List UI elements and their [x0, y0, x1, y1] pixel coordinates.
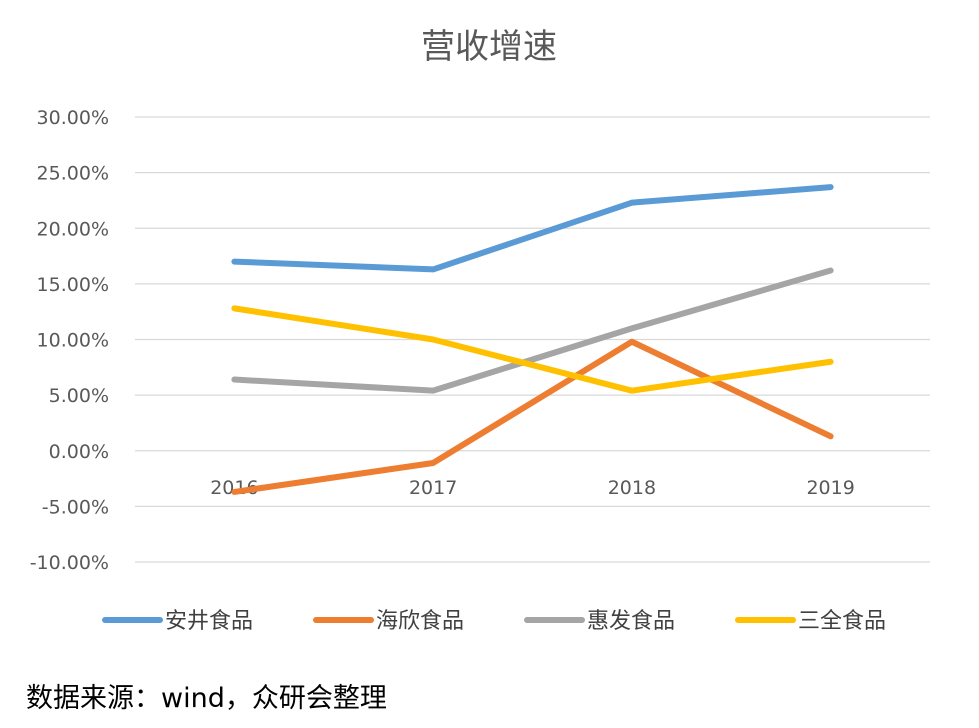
y-tick-label: 20.00%	[37, 218, 109, 240]
x-tick-label: 2018	[608, 477, 656, 499]
y-tick-label: 15.00%	[37, 274, 109, 296]
y-tick-label: 30.00%	[37, 107, 109, 129]
line-chart: 营收增速 -10.00% -5.00% 0.00% 5.00% 10.00% 15.00% 2…	[30, 27, 930, 634]
x-tick-label: 2017	[409, 477, 457, 499]
y-tick-label: -10.00%	[30, 552, 109, 574]
y-tick-label: -5.00%	[42, 496, 109, 518]
series-line-惠发食品	[231, 267, 834, 394]
y-tick-label: 10.00%	[37, 330, 109, 352]
source-note: 数据来源：wind，众研会整理	[26, 683, 387, 714]
series-line-三全食品	[231, 305, 834, 394]
legend-label: 三全食品	[798, 609, 886, 634]
x-tick-label: 2016	[210, 477, 258, 499]
legend-label: 海欣食品	[376, 609, 464, 634]
y-tick-label: 25.00%	[37, 163, 109, 185]
x-tick-label: 2019	[806, 477, 854, 499]
chart-title: 营收增速	[421, 27, 557, 67]
series-line-海欣食品	[231, 338, 834, 495]
y-tick-label: 0.00%	[49, 441, 109, 463]
legend-label: 安井食品	[165, 609, 253, 634]
legend-label: 惠发食品	[587, 609, 675, 634]
series-line-安井食品	[231, 184, 834, 273]
y-tick-label: 5.00%	[49, 385, 109, 407]
